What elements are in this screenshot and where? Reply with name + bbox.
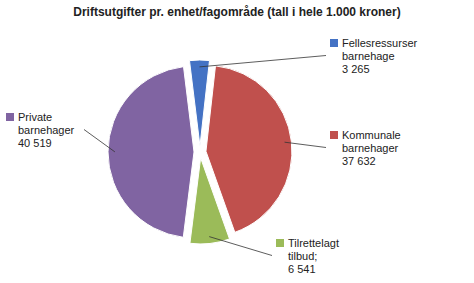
chart-title: Driftsutgifter pr. enhet/fagområde (tall…	[73, 5, 400, 19]
label-swatch	[6, 113, 14, 121]
label-swatch	[330, 131, 338, 139]
slice-value-label: 40 519	[18, 137, 52, 149]
pie-slice	[189, 60, 209, 146]
leader-line	[209, 237, 272, 256]
pie-slice	[190, 158, 230, 244]
label-swatch	[330, 39, 338, 47]
leader-line	[200, 56, 326, 67]
slice-value-label: 37 632	[342, 155, 376, 167]
slice-value-label: 3 265	[342, 63, 370, 75]
chart-container: Driftsutgifter pr. enhet/fagområde (tall…	[0, 0, 474, 283]
chart-svg: Driftsutgifter pr. enhet/fagområde (tall…	[0, 0, 474, 283]
pie	[108, 60, 292, 244]
leader-lines	[84, 56, 326, 256]
label-swatch	[276, 239, 284, 247]
pie-slice	[206, 66, 292, 232]
leader-line	[285, 142, 326, 147]
leader-line	[84, 130, 115, 152]
slice-value-label: 6 541	[288, 263, 316, 275]
pie-slice	[108, 67, 194, 238]
slice-category: Tilrettelagttilbud;	[288, 237, 339, 262]
slice-category: Privatebarnehager	[18, 111, 75, 136]
slice-category: Kommunalebarnehager	[342, 129, 401, 154]
slice-category: Fellesressurserbarnehage	[342, 37, 418, 62]
slice-labels: Fellesressurserbarnehage3 265 Kommunaleba…	[6, 37, 418, 275]
